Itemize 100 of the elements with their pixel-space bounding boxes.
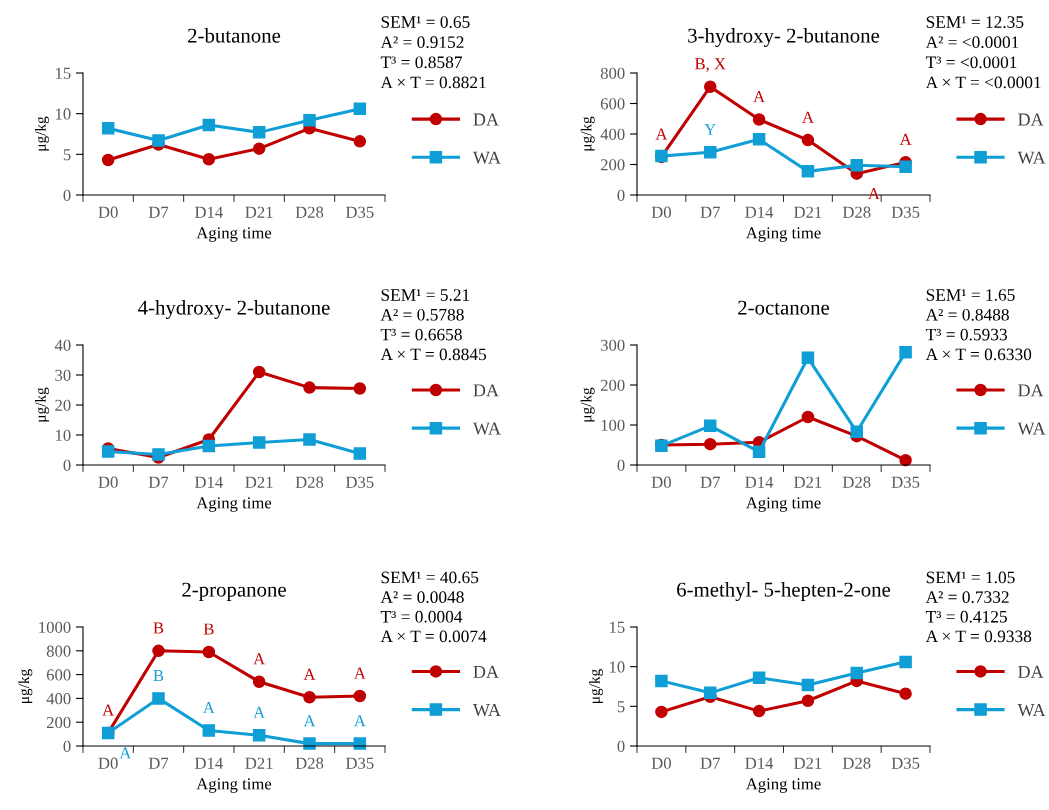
annotation: A	[303, 715, 316, 727]
point	[252, 142, 266, 155]
annotation: B	[203, 623, 214, 635]
point	[252, 729, 266, 742]
y-tick-label: 40	[54, 339, 71, 351]
legend-label: WA	[1017, 422, 1046, 435]
y-tick-label: 15	[55, 67, 71, 79]
text: A² = 0.0048	[380, 591, 464, 603]
x-tick-label: D28	[842, 206, 871, 218]
point	[703, 437, 717, 451]
y-tick-label: 600	[46, 669, 71, 681]
x-tick-label: D35	[891, 476, 920, 488]
legend-label: WA	[472, 704, 501, 717]
y-tick-label: 0	[617, 189, 625, 201]
legend-label: DA	[473, 384, 499, 397]
point	[655, 705, 668, 719]
x-tick-label: D14	[745, 757, 774, 769]
legend-label: DA	[473, 665, 499, 678]
point	[655, 674, 668, 688]
point	[850, 666, 864, 680]
x-tick-label: D0	[651, 206, 671, 218]
x-tick-label: D7	[148, 476, 169, 488]
x-tick-label: D35	[891, 757, 920, 769]
annotation: A	[253, 653, 266, 665]
x-tick-label: D7	[700, 476, 720, 488]
y-tick-label: 20	[55, 399, 71, 411]
y-axis-title: μg/kg	[580, 116, 595, 151]
x-axis-title: Aging time	[196, 497, 272, 512]
x-tick-label: D21	[245, 757, 273, 769]
text: T³ = 0.8587	[380, 56, 462, 69]
text: A² = 0.7332	[925, 591, 1009, 603]
annotation: Y	[704, 123, 716, 135]
annotation: A	[303, 668, 316, 680]
point	[899, 655, 912, 669]
chart-title: 2-propanone	[182, 582, 286, 601]
point	[202, 645, 216, 659]
x-tick-label: D21	[245, 476, 273, 488]
annotation: A	[102, 704, 115, 716]
text: SEM¹ = 1.65	[926, 289, 1015, 301]
text: T³ = 0.5933	[925, 328, 1007, 341]
point	[703, 146, 717, 159]
y-tick-label: 15	[609, 621, 625, 633]
text: A² = 0.9152	[380, 36, 464, 49]
point	[899, 160, 912, 174]
x-tick-label: D14	[194, 476, 223, 488]
annotation: A	[119, 747, 132, 759]
x-tick-label: D35	[345, 476, 374, 488]
point	[801, 133, 815, 147]
point	[703, 686, 717, 700]
point	[801, 410, 815, 424]
annotation: A	[868, 188, 880, 200]
x-tick-label: D28	[295, 476, 324, 488]
y-tick-label: 0	[63, 189, 71, 201]
x-axis-title: Aging time	[196, 227, 272, 242]
x-tick-label: D7	[148, 757, 169, 769]
x-tick-label: D14	[194, 757, 223, 769]
y-tick-label: 10	[55, 429, 71, 441]
text: T³ = <0.0001	[925, 56, 1017, 69]
point	[899, 345, 912, 359]
chart-title: 6-methyl- 5-hepten-2-one	[677, 581, 891, 601]
point	[303, 737, 316, 750]
point	[252, 675, 266, 688]
x-tick-label: D7	[148, 206, 169, 218]
point	[353, 689, 367, 703]
y-tick-label: 0	[617, 740, 625, 752]
annotation: A	[753, 91, 765, 103]
y-tick-label: 10	[609, 661, 625, 673]
y-tick-label: 200	[46, 716, 71, 729]
y-axis-title: μg/kg	[35, 116, 49, 151]
point	[152, 644, 165, 658]
annotation: A	[802, 111, 814, 123]
point	[703, 419, 717, 433]
annotation: A × T = 0.0074	[380, 630, 487, 643]
x-tick-label: D0	[651, 757, 671, 769]
text: A² = 0.8488	[925, 308, 1009, 321]
y-tick-label: 30	[55, 369, 71, 381]
point	[303, 113, 316, 127]
y-tick-label: 600	[600, 98, 625, 110]
point	[353, 382, 367, 395]
y-axis-title: μg/kg	[35, 387, 49, 422]
text: A² = 0.5788	[380, 308, 464, 321]
text: T³ = 0.4125	[925, 610, 1007, 623]
point	[303, 433, 316, 446]
point	[202, 724, 216, 737]
y-tick-label: 0	[617, 459, 625, 471]
y-tick-label: 800	[600, 67, 625, 79]
y-axis-title: μg/kg	[580, 387, 595, 422]
point	[850, 159, 864, 172]
point	[202, 118, 216, 132]
y-tick-label: 0	[63, 459, 71, 471]
x-tick-label: D35	[891, 206, 920, 218]
x-axis-title: Aging time	[196, 778, 272, 793]
x-tick-label: D35	[345, 757, 374, 769]
y-tick-label: 400	[46, 693, 71, 705]
legend-label: DA	[1018, 384, 1044, 397]
point	[303, 690, 316, 704]
point	[152, 692, 165, 705]
point	[801, 351, 815, 365]
y-tick-label: 200	[600, 379, 625, 391]
point	[101, 153, 115, 167]
